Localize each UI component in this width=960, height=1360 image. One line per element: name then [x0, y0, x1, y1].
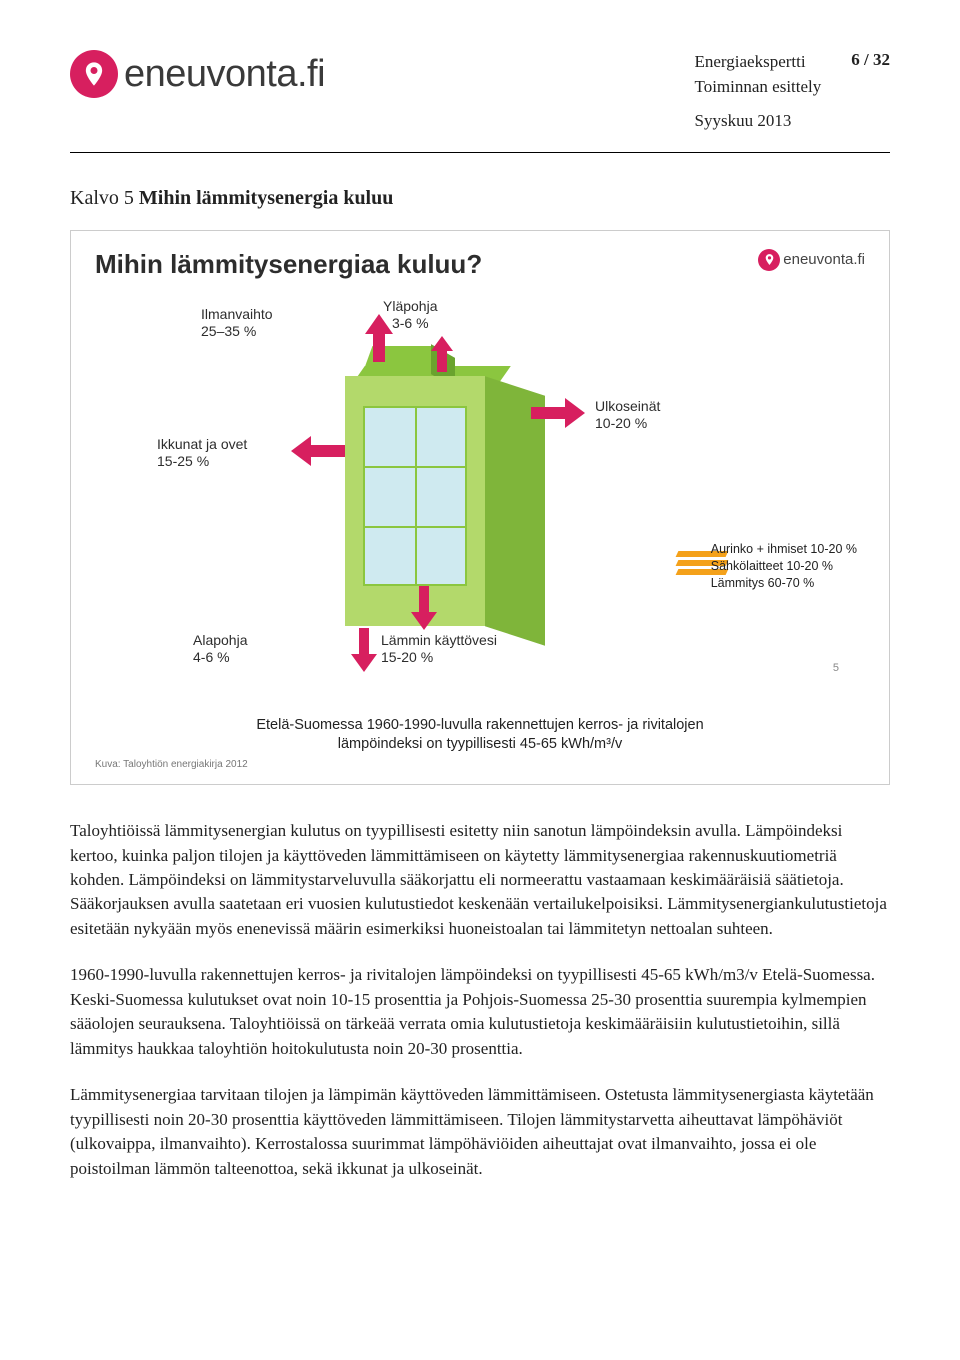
logo-pin-icon [70, 50, 118, 98]
meta-date: Syyskuu 2013 [695, 109, 822, 134]
logo-text: eneuvonta.fi [124, 53, 325, 96]
infographic-body: Ilmanvaihto 25–35 % Yläpohja 3-6 % Ulkos… [95, 286, 865, 710]
slide-prefix: Kalvo 5 [70, 187, 134, 209]
infographic-logo-text: eneuvonta.fi [783, 251, 865, 268]
logo-pin-icon [758, 249, 780, 271]
label-alapohja: Alapohja 4-6 % [193, 632, 248, 666]
heat-input-labels: Aurinko + ihmiset 10-20 % Sähkölaitteet … [711, 541, 857, 592]
arrow-down-icon [351, 628, 377, 672]
arrow-left-icon [291, 436, 345, 466]
body-text: Taloyhtiöissä lämmitysenergian kulutus o… [70, 819, 890, 1181]
label-kayttovesi: Lämmin käyttövesi 15-20 % [381, 632, 497, 666]
infographic-panel: Mihin lämmitysenergiaa kuluu? eneuvonta.… [70, 230, 890, 785]
page-number: 6 / 32 [821, 50, 890, 70]
page-header: eneuvonta.fi Energiaekspertti Toiminnan … [70, 50, 890, 153]
label-ylapohja: Yläpohja 3-6 % [383, 298, 438, 332]
arrow-down-icon [411, 586, 437, 630]
label-ilmanvaihto: Ilmanvaihto 25–35 % [201, 306, 273, 340]
house-diagram [325, 346, 555, 646]
infographic-title: Mihin lämmitysenergiaa kuluu? [95, 249, 482, 280]
slide-title: Kalvo 5 Mihin lämmitysenergia kuluu [70, 187, 890, 210]
meta-subtitle: Toiminnan esittely [695, 75, 822, 100]
arrow-up-icon [431, 336, 453, 372]
infographic-logo: eneuvonta.fi [758, 249, 865, 271]
site-logo: eneuvonta.fi [70, 50, 325, 98]
header-meta: Energiaekspertti Toiminnan esittely Syys… [695, 50, 822, 134]
paragraph-1: Taloyhtiöissä lämmitysenergian kulutus o… [70, 819, 890, 941]
slide-name: Mihin lämmitysenergia kuluu [139, 187, 393, 209]
label-ulkoseinat: Ulkoseinät 10-20 % [595, 398, 660, 432]
paragraph-3: Lämmitysenergiaa tarvitaan tilojen ja lä… [70, 1083, 890, 1181]
meta-title: Energiaekspertti [695, 50, 822, 75]
infographic-page-inset: 5 [833, 662, 839, 674]
infographic-source: Kuva: Taloyhtiön energiakirja 2012 [95, 759, 865, 770]
paragraph-2: 1960-1990-luvulla rakennettujen kerros- … [70, 963, 890, 1061]
label-ikkunat: Ikkunat ja ovet 15-25 % [157, 436, 247, 470]
infographic-caption: Etelä-Suomessa 1960-1990-luvulla rakenne… [95, 716, 865, 755]
arrow-right-icon [531, 398, 585, 428]
